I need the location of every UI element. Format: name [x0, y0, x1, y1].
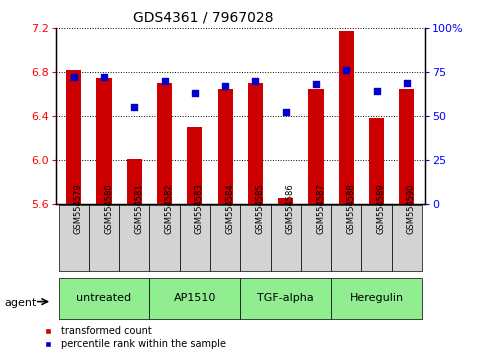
- Text: GSM554585: GSM554585: [256, 183, 264, 234]
- Bar: [339, 30, 354, 204]
- Point: [252, 78, 259, 84]
- Bar: [97, 78, 112, 204]
- Bar: [392, 205, 422, 271]
- Bar: [248, 83, 263, 204]
- Bar: [241, 205, 270, 271]
- Text: GSM554588: GSM554588: [346, 183, 355, 234]
- Text: GDS4361 / 7967028: GDS4361 / 7967028: [133, 11, 273, 25]
- Point: [403, 80, 411, 85]
- Text: GSM554582: GSM554582: [165, 183, 173, 234]
- Text: Heregulin: Heregulin: [350, 293, 404, 303]
- Bar: [149, 205, 180, 271]
- Bar: [399, 88, 414, 204]
- Text: GSM554586: GSM554586: [286, 183, 295, 234]
- Bar: [187, 127, 202, 204]
- Legend: transformed count, percentile rank within the sample: transformed count, percentile rank withi…: [39, 326, 226, 349]
- Text: GSM554589: GSM554589: [377, 183, 385, 234]
- Point: [373, 88, 381, 94]
- Bar: [89, 205, 119, 271]
- Bar: [361, 205, 392, 271]
- Point: [161, 78, 169, 84]
- Text: GSM554581: GSM554581: [134, 183, 143, 234]
- Bar: [66, 70, 81, 204]
- Bar: [301, 205, 331, 271]
- Text: GSM554584: GSM554584: [225, 183, 234, 234]
- Text: GSM554579: GSM554579: [74, 183, 83, 234]
- Bar: [149, 278, 241, 319]
- Text: agent: agent: [5, 298, 37, 308]
- Point: [282, 110, 290, 115]
- Text: untreated: untreated: [76, 293, 131, 303]
- Point: [130, 104, 138, 110]
- Text: GSM554580: GSM554580: [104, 183, 113, 234]
- Bar: [369, 118, 384, 204]
- Bar: [309, 88, 324, 204]
- Bar: [58, 205, 89, 271]
- Bar: [331, 278, 422, 319]
- Bar: [270, 205, 301, 271]
- Bar: [119, 205, 149, 271]
- Bar: [217, 88, 233, 204]
- Point: [221, 83, 229, 89]
- Bar: [58, 278, 149, 319]
- Text: AP1510: AP1510: [174, 293, 216, 303]
- Bar: [210, 205, 241, 271]
- Text: GSM554590: GSM554590: [407, 183, 416, 234]
- Bar: [157, 83, 172, 204]
- Point: [342, 68, 350, 73]
- Point: [312, 81, 320, 87]
- Bar: [278, 198, 293, 204]
- Bar: [127, 159, 142, 204]
- Bar: [180, 205, 210, 271]
- Text: GSM554583: GSM554583: [195, 183, 204, 234]
- Point: [100, 75, 108, 80]
- Point: [70, 75, 78, 80]
- Point: [191, 90, 199, 96]
- Bar: [241, 278, 331, 319]
- Bar: [331, 205, 361, 271]
- Text: TGF-alpha: TGF-alpha: [257, 293, 314, 303]
- Text: GSM554587: GSM554587: [316, 183, 325, 234]
